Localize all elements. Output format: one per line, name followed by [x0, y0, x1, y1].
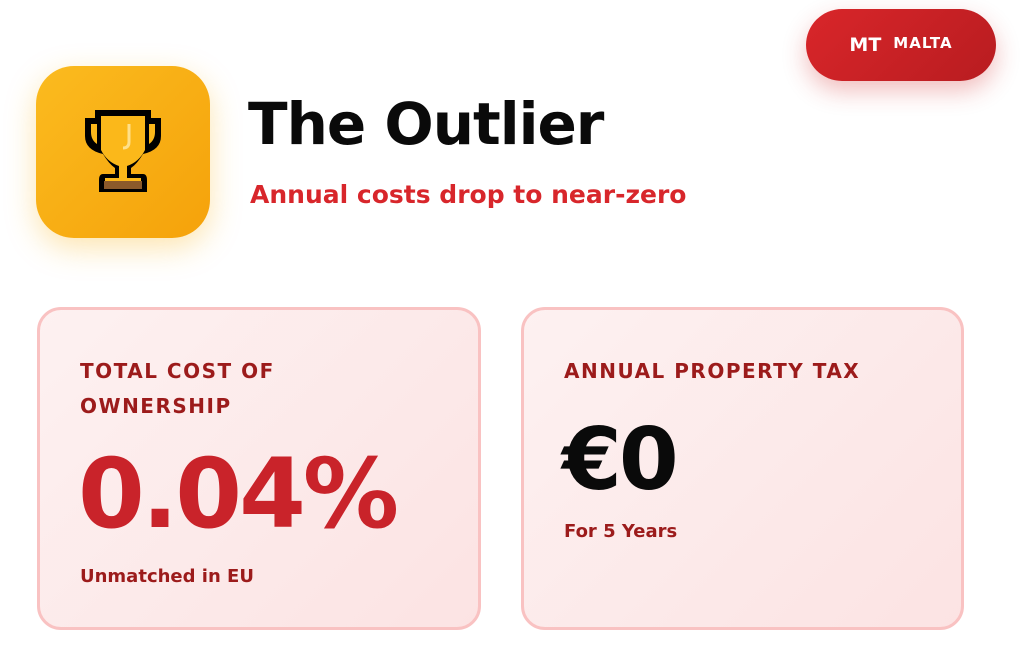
card-label-line: OWNERSHIP [80, 394, 232, 418]
card-value: €0 [562, 410, 679, 510]
trophy-icon-tile [36, 66, 210, 238]
page-title: The Outlier [248, 90, 604, 158]
card-label: TOTAL COST OF OWNERSHIP [80, 354, 275, 424]
property-tax-card: ANNUAL PROPERTY TAX €0 For 5 Years [521, 307, 964, 630]
card-value: 0.04% [78, 438, 399, 550]
card-label: ANNUAL PROPERTY TAX [564, 359, 861, 383]
total-cost-card: TOTAL COST OF OWNERSHIP 0.04% Unmatched … [37, 307, 481, 630]
country-badge[interactable]: MT MALTA [806, 9, 996, 81]
country-name: MALTA [893, 34, 953, 52]
page-subtitle: Annual costs drop to near-zero [250, 180, 687, 209]
card-label-line: TOTAL COST OF [80, 359, 275, 383]
card-note: For 5 Years [564, 521, 678, 542]
card-note: Unmatched in EU [80, 566, 254, 587]
trophy-icon [85, 110, 161, 192]
country-code: MT [849, 34, 882, 56]
